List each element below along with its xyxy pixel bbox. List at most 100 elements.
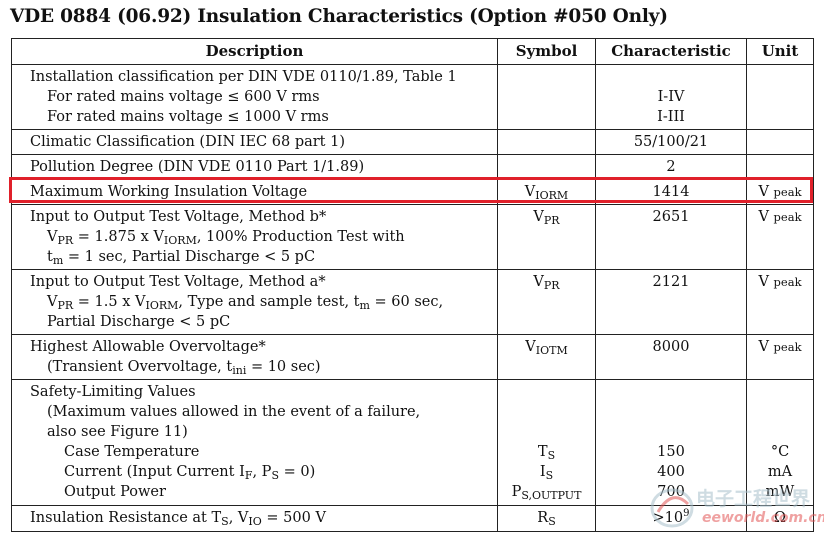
description-cell: Insulation Resistance at TS, VIO = 500 V: [11, 505, 498, 532]
unit-value: mA: [767, 464, 793, 480]
unit-main: V: [758, 274, 769, 290]
desc-line: Input to Output Test Voltage, Method a*: [30, 274, 326, 290]
insulation-table: Description Symbol Characteristic Unit I…: [11, 38, 814, 532]
description-cell: Input to Output Test Voltage, Method a* …: [11, 269, 498, 335]
table-row-resistance: Insulation Resistance at TS, VIO = 500 V…: [11, 505, 814, 532]
table-row-installation: Installation classification per DIN VDE …: [11, 64, 814, 130]
symbol-sub: PR: [543, 279, 560, 292]
characteristic-cell: >109: [595, 505, 747, 532]
characteristic-cell: 2: [595, 154, 747, 180]
header-characteristic: Characteristic: [595, 38, 747, 65]
unit-cell: Ω: [746, 505, 814, 532]
table-row-method-a: Input to Output Test Voltage, Method a* …: [11, 269, 814, 335]
desc-line: VPR = 1.875 x VIORM, 100% Production Tes…: [47, 229, 405, 247]
char-exponent: 9: [683, 508, 690, 519]
desc-line: Pollution Degree (DIN VDE 0110 Part 1/1.…: [30, 159, 365, 175]
desc-line: Safety-Limiting Values: [30, 384, 196, 400]
unit-sub: peak: [773, 185, 802, 199]
char-value: 150: [657, 444, 685, 460]
unit-cell: [746, 64, 814, 130]
unit-sub: peak: [773, 210, 802, 224]
symbol-main: V: [524, 184, 536, 200]
desc-line: Highest Allowable Overvoltage*: [30, 339, 266, 355]
symbol-sub: IOTM: [535, 344, 568, 357]
desc-line: Case Temperature: [64, 444, 200, 460]
description-cell: Input to Output Test Voltage, Method b* …: [11, 204, 498, 270]
unit-main: V: [758, 209, 769, 225]
description-cell: Installation classification per DIN VDE …: [11, 64, 498, 130]
desc-line: (Transient Overvoltage, tini = 10 sec): [47, 359, 321, 377]
desc-line: also see Figure 11): [47, 424, 188, 440]
table-row-overvoltage: Highest Allowable Overvoltage* (Transien…: [11, 334, 814, 380]
watermark: 电子工程世界 eeworld.com.cn: [648, 480, 824, 538]
desc-line: Output Power: [64, 484, 166, 500]
symbol-sub: S: [548, 515, 556, 528]
unit-cell: °C mA mW: [746, 379, 814, 506]
characteristic-cell: 55/100/21: [595, 129, 747, 155]
symbol-cell: VPR: [497, 269, 596, 335]
description-cell: Climatic Classification (DIN IEC 68 part…: [11, 129, 498, 155]
characteristic-cell: 150 400 700: [595, 379, 747, 506]
symbol-cell: TS IS PS,OUTPUT: [497, 379, 596, 506]
characteristic-cell: 2651: [595, 204, 747, 270]
unit-value: mW: [765, 484, 795, 500]
unit-cell: V peak: [746, 334, 814, 380]
desc-line: For rated mains voltage ≤ 1000 V rms: [47, 109, 329, 125]
header-unit: Unit: [746, 38, 814, 65]
page-title: VDE 0884 (06.92) Insulation Characterist…: [10, 6, 668, 27]
symbol-cell: VIORM: [497, 179, 596, 205]
unit-value: °C: [770, 444, 790, 460]
symbol-cell: VIOTM: [497, 334, 596, 380]
desc-line: Installation classification per DIN VDE …: [30, 69, 457, 85]
table-row-method-b: Input to Output Test Voltage, Method b* …: [11, 204, 814, 270]
watermark-text: 电子工程世界: [696, 488, 811, 510]
symbol-value: PS,OUTPUT: [511, 484, 582, 502]
table-row-climatic: Climatic Classification (DIN IEC 68 part…: [11, 129, 814, 155]
symbol-main: V: [533, 274, 544, 290]
char-value: I-III: [657, 109, 685, 125]
symbol-cell: [497, 154, 596, 180]
symbol-sub: IORM: [535, 189, 569, 202]
symbol-main: V: [533, 209, 544, 225]
symbol-main: R: [537, 510, 549, 526]
symbol-cell: VPR: [497, 204, 596, 270]
char-value: 400: [657, 464, 685, 480]
symbol-cell: [497, 129, 596, 155]
unit-main: V: [758, 339, 769, 355]
unit-sub: peak: [773, 340, 802, 354]
symbol-sub: PR: [543, 214, 560, 227]
unit-cell: V peak: [746, 179, 814, 205]
char-value: 700: [657, 484, 685, 500]
header-description: Description: [11, 38, 498, 65]
desc-line: Input to Output Test Voltage, Method b*: [30, 209, 327, 225]
desc-line: tm = 1 sec, Partial Discharge < 5 pC: [47, 249, 316, 267]
characteristic-cell: 1414: [595, 179, 747, 205]
description-cell: Highest Allowable Overvoltage* (Transien…: [11, 334, 498, 380]
unit-cell: V peak: [746, 204, 814, 270]
unit-cell: V peak: [746, 269, 814, 335]
table-row-viorm: Maximum Working Insulation Voltage VIORM…: [11, 179, 814, 205]
desc-line: (Maximum values allowed in the event of …: [47, 404, 421, 420]
symbol-main: V: [525, 339, 536, 355]
header-row: Description Symbol Characteristic Unit: [11, 38, 814, 65]
symbol-cell: [497, 64, 596, 130]
desc-line: For rated mains voltage ≤ 600 V rms: [47, 89, 320, 105]
unit-sub: peak: [773, 275, 802, 289]
table-row-safety-limiting: Safety-Limiting Values (Maximum values a…: [11, 379, 814, 506]
desc-line: Current (Input Current IF, PS = 0): [64, 464, 316, 482]
header-symbol: Symbol: [497, 38, 596, 65]
watermark-url: eeworld.com.cn: [702, 510, 824, 526]
watermark-logo-icon: [650, 488, 694, 528]
symbol-cell: RS: [497, 505, 596, 532]
description-cell: Pollution Degree (DIN VDE 0110 Part 1/1.…: [11, 154, 498, 180]
description-cell: Maximum Working Insulation Voltage: [11, 179, 498, 205]
symbol-value: IS: [539, 464, 554, 482]
desc-line: Insulation Resistance at TS, VIO = 500 V: [30, 510, 326, 528]
characteristic-cell: 2121: [595, 269, 747, 335]
symbol-value: TS: [537, 444, 556, 462]
characteristic-cell: 8000: [595, 334, 747, 380]
unit-main: V: [758, 184, 769, 200]
characteristic-cell: I-IV I-III: [595, 64, 747, 130]
unit-cell: [746, 129, 814, 155]
char-value: I-IV: [657, 89, 685, 105]
